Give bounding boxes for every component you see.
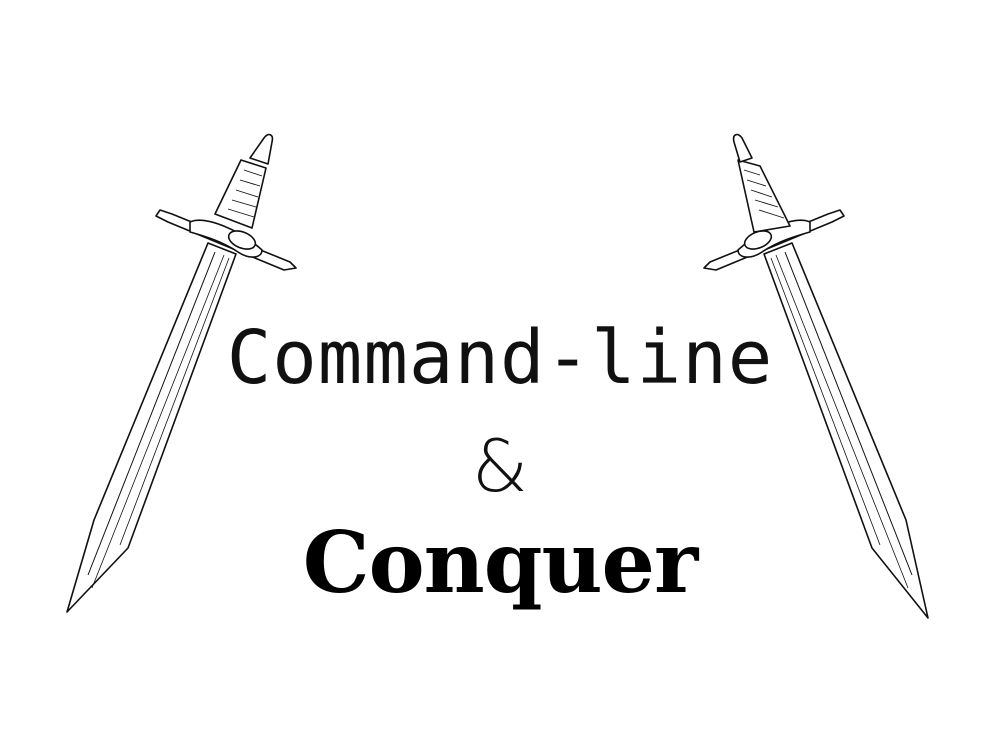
title-command-line: Command-line	[226, 315, 774, 401]
title-ampersand: &	[471, 424, 529, 508]
title-conquer: Conquer	[302, 513, 698, 612]
